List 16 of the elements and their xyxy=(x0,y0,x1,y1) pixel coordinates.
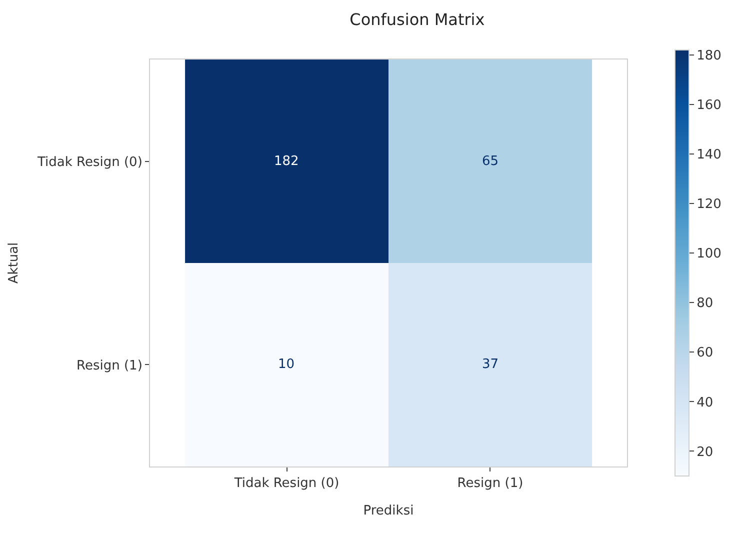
color-bar-label: 20 xyxy=(696,444,714,460)
color-bar-label: 80 xyxy=(696,296,714,312)
color-bar-label: 60 xyxy=(696,346,714,361)
y-axis-title: Aktual xyxy=(6,242,22,284)
data-label: 182 xyxy=(274,154,299,169)
color-bar-label: 180 xyxy=(696,48,722,64)
color-bar-label: 140 xyxy=(696,148,722,163)
color-bar-label: 160 xyxy=(696,98,722,114)
chart-title: Confusion Matrix xyxy=(350,10,485,29)
x-axis-title: Prediksi xyxy=(363,504,414,519)
color-bar-label: 100 xyxy=(696,246,722,262)
data-label: 10 xyxy=(278,357,295,372)
color-bar-label: 40 xyxy=(696,395,714,410)
data-label: 37 xyxy=(482,357,499,372)
data-label: 65 xyxy=(482,154,499,169)
color-bar-label: 120 xyxy=(696,197,722,212)
